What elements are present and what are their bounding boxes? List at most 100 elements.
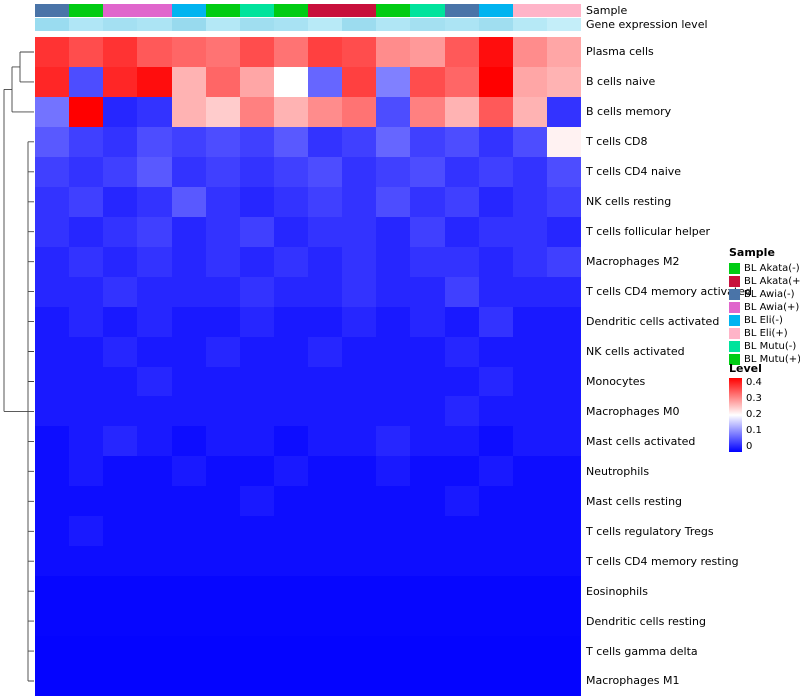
legend-item: BL Akata(+) xyxy=(729,275,800,288)
heatmap-cell xyxy=(478,96,513,127)
heatmap-cell xyxy=(512,96,547,127)
heatmap-cell xyxy=(376,666,411,696)
heatmap-cell xyxy=(444,636,479,667)
heatmap-cell xyxy=(239,666,274,696)
row-label: T cells CD8 xyxy=(586,135,648,149)
legend-item-label: BL Eli(-) xyxy=(744,315,783,326)
heatmap-cell xyxy=(546,366,581,397)
row-label: B cells naive xyxy=(586,75,656,89)
sample-annotation-cell xyxy=(273,4,308,17)
heatmap-cell xyxy=(478,366,513,397)
heatmap-cell xyxy=(103,576,138,607)
legend-swatch xyxy=(729,341,740,352)
heatmap-cell xyxy=(69,66,104,97)
heatmap-cell xyxy=(171,336,206,367)
heatmap-cell xyxy=(137,486,172,517)
heatmap-cell xyxy=(137,126,172,157)
heatmap-cell xyxy=(376,396,411,427)
heatmap-cell xyxy=(69,636,104,667)
heatmap-cell xyxy=(546,246,581,277)
heatmap-cell xyxy=(444,37,479,67)
legend-item: BL Mutu(+) xyxy=(729,353,800,366)
heatmap-cell xyxy=(410,336,445,367)
heatmap-cell xyxy=(35,576,70,607)
row-label: T cells CD4 naive xyxy=(586,165,682,179)
heatmap-cell xyxy=(308,666,343,696)
heatmap-cell xyxy=(103,306,138,337)
heatmap-cell xyxy=(308,186,343,217)
heatmap-cell xyxy=(239,486,274,517)
heatmap-cell xyxy=(410,426,445,457)
heatmap-cell xyxy=(512,666,547,696)
heatmap-cell xyxy=(35,606,70,637)
heatmap-cell xyxy=(137,66,172,97)
heatmap-cell xyxy=(171,396,206,427)
heatmap-cell xyxy=(171,486,206,517)
heatmap-cell xyxy=(376,126,411,157)
heatmap-cell xyxy=(69,456,104,487)
heatmap-cell xyxy=(205,456,240,487)
heatmap-cell xyxy=(137,186,172,217)
heatmap-cell xyxy=(342,66,377,97)
row-label: Mast cells activated xyxy=(586,434,696,448)
heatmap-cell xyxy=(376,186,411,217)
heatmap-cell xyxy=(137,336,172,367)
heatmap-cell xyxy=(478,426,513,457)
heatmap-cell xyxy=(239,636,274,667)
heatmap-cell xyxy=(35,246,70,277)
gene-expression-annotation-cell xyxy=(512,18,547,31)
heatmap-cell xyxy=(478,126,513,157)
row-label: Mast cells resting xyxy=(586,494,683,508)
heatmap-cell xyxy=(103,37,138,67)
heatmap-cell xyxy=(478,636,513,667)
heatmap-cell xyxy=(69,396,104,427)
heatmap-cell xyxy=(342,306,377,337)
heatmap-cell xyxy=(69,246,104,277)
heatmap-cell xyxy=(205,606,240,637)
legend-swatch xyxy=(729,354,740,365)
heatmap-cell xyxy=(205,396,240,427)
heatmap-cell xyxy=(205,666,240,696)
sample-annotation-cell xyxy=(171,4,206,17)
heatmap-cell xyxy=(171,66,206,97)
heatmap-cell xyxy=(342,396,377,427)
heatmap-cell xyxy=(35,366,70,397)
heatmap-cell xyxy=(308,336,343,367)
heatmap-cell xyxy=(376,96,411,127)
heatmap-cell xyxy=(410,126,445,157)
heatmap-cell xyxy=(342,366,377,397)
heatmap-cell xyxy=(35,336,70,367)
heatmap-cell xyxy=(410,516,445,547)
heatmap-cell xyxy=(546,66,581,97)
sample-annotation-cell xyxy=(478,4,513,17)
legend-item-label: BL Akata(-) xyxy=(744,263,800,274)
heatmap-cell xyxy=(239,246,274,277)
heatmap-cell xyxy=(444,96,479,127)
heatmap-cell xyxy=(171,186,206,217)
heatmap-cell xyxy=(171,636,206,667)
heatmap-cell xyxy=(103,96,138,127)
heatmap-cell xyxy=(103,126,138,157)
heatmap-cell xyxy=(342,156,377,187)
sample-annotation-cell xyxy=(35,4,70,17)
heatmap-cell xyxy=(35,636,70,667)
sample-annotation-cell xyxy=(308,4,343,17)
sample-annotation-cell xyxy=(546,4,581,17)
heatmap-cell xyxy=(478,306,513,337)
heatmap-cell xyxy=(205,96,240,127)
heatmap-cell xyxy=(137,96,172,127)
heatmap-cell xyxy=(35,426,70,457)
heatmap-cell xyxy=(410,486,445,517)
heatmap-cell xyxy=(103,546,138,577)
heatmap-cell xyxy=(410,246,445,277)
heatmap-cell xyxy=(103,246,138,277)
heatmap-cell xyxy=(308,37,343,67)
heatmap-cell xyxy=(137,396,172,427)
sample-annotation-cell xyxy=(444,4,479,17)
heatmap-cell xyxy=(376,216,411,247)
heatmap-cell xyxy=(273,216,308,247)
heatmap-cell xyxy=(512,516,547,547)
heatmap-cell xyxy=(512,486,547,517)
gene-expression-annotation-cell xyxy=(546,18,581,31)
